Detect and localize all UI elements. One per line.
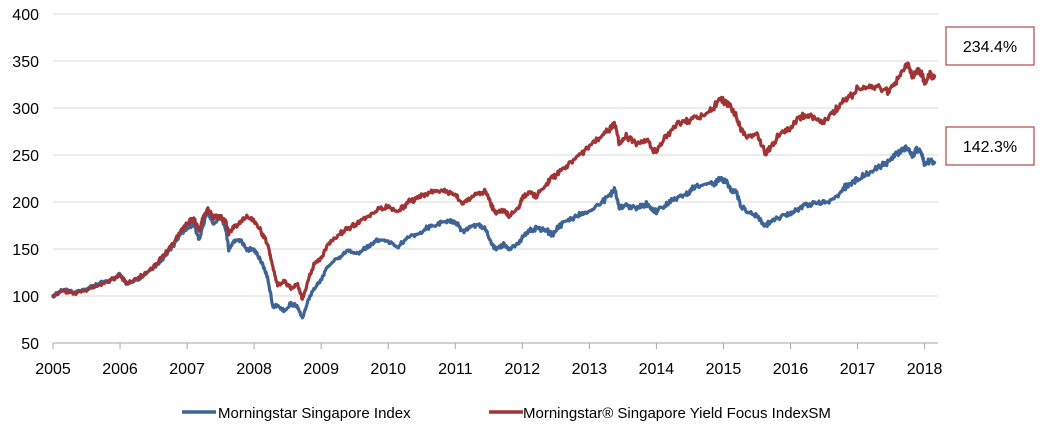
legend-item: Morningstar® Singapore Yield Focus Index… [489, 405, 831, 422]
legend-label: Morningstar Singapore Index [218, 405, 411, 422]
y-tick-label: 100 [12, 289, 39, 306]
x-tick-label: 2010 [370, 361, 406, 378]
callout-value: 234.4% [963, 39, 1017, 56]
x-tick-label: 2005 [35, 361, 71, 378]
series-lines [51, 61, 937, 320]
y-tick-labels: 50 100 150 200 250 300 350 400 [12, 7, 39, 353]
y-tick-label: 300 [12, 101, 39, 118]
x-tick-label: 2018 [907, 361, 943, 378]
x-tick-label: 2011 [438, 361, 473, 378]
callout-box [945, 126, 1035, 166]
x-tick-label: 2006 [102, 361, 138, 378]
end-value-callouts: 234.4% 142.3% [945, 26, 1035, 166]
x-axis [52, 342, 938, 349]
x-tick-labels: 2005 2006 2007 2008 2009 2010 2011 2012 2013 2014… [35, 361, 942, 378]
y-tick-label: 250 [12, 148, 39, 165]
callout-yield-focus-index: 234.4% [945, 26, 1035, 66]
legend-label: Morningstar® Singapore Yield Focus Index… [523, 405, 831, 422]
series-line-yield-focus-index [51, 61, 937, 301]
x-tick-label: 2015 [706, 361, 742, 378]
legend: Morningstar Singapore Index Morningstar® … [182, 405, 831, 422]
series-line-singapore-index [51, 144, 937, 320]
x-tick-label: 2008 [236, 361, 272, 378]
x-tick-label: 2013 [572, 361, 608, 378]
callout-box [945, 26, 1035, 66]
y-tick-label: 400 [12, 7, 39, 24]
x-tick-label: 2009 [303, 361, 339, 378]
y-tick-label: 350 [12, 54, 39, 71]
y-tick-label: 200 [12, 195, 39, 212]
x-tick-label: 2014 [639, 361, 675, 378]
x-tick-label: 2012 [505, 361, 541, 378]
callout-singapore-index: 142.3% [945, 126, 1035, 166]
y-tick-label: 150 [12, 242, 39, 259]
legend-item: Morningstar Singapore Index [182, 405, 411, 422]
gridlines [53, 13, 938, 297]
y-tick-label: 50 [21, 336, 39, 353]
x-tick-label: 2016 [773, 361, 809, 378]
x-tick-label: 2007 [169, 361, 205, 378]
callout-value: 142.3% [963, 139, 1017, 156]
x-tick-label: 2017 [840, 361, 876, 378]
